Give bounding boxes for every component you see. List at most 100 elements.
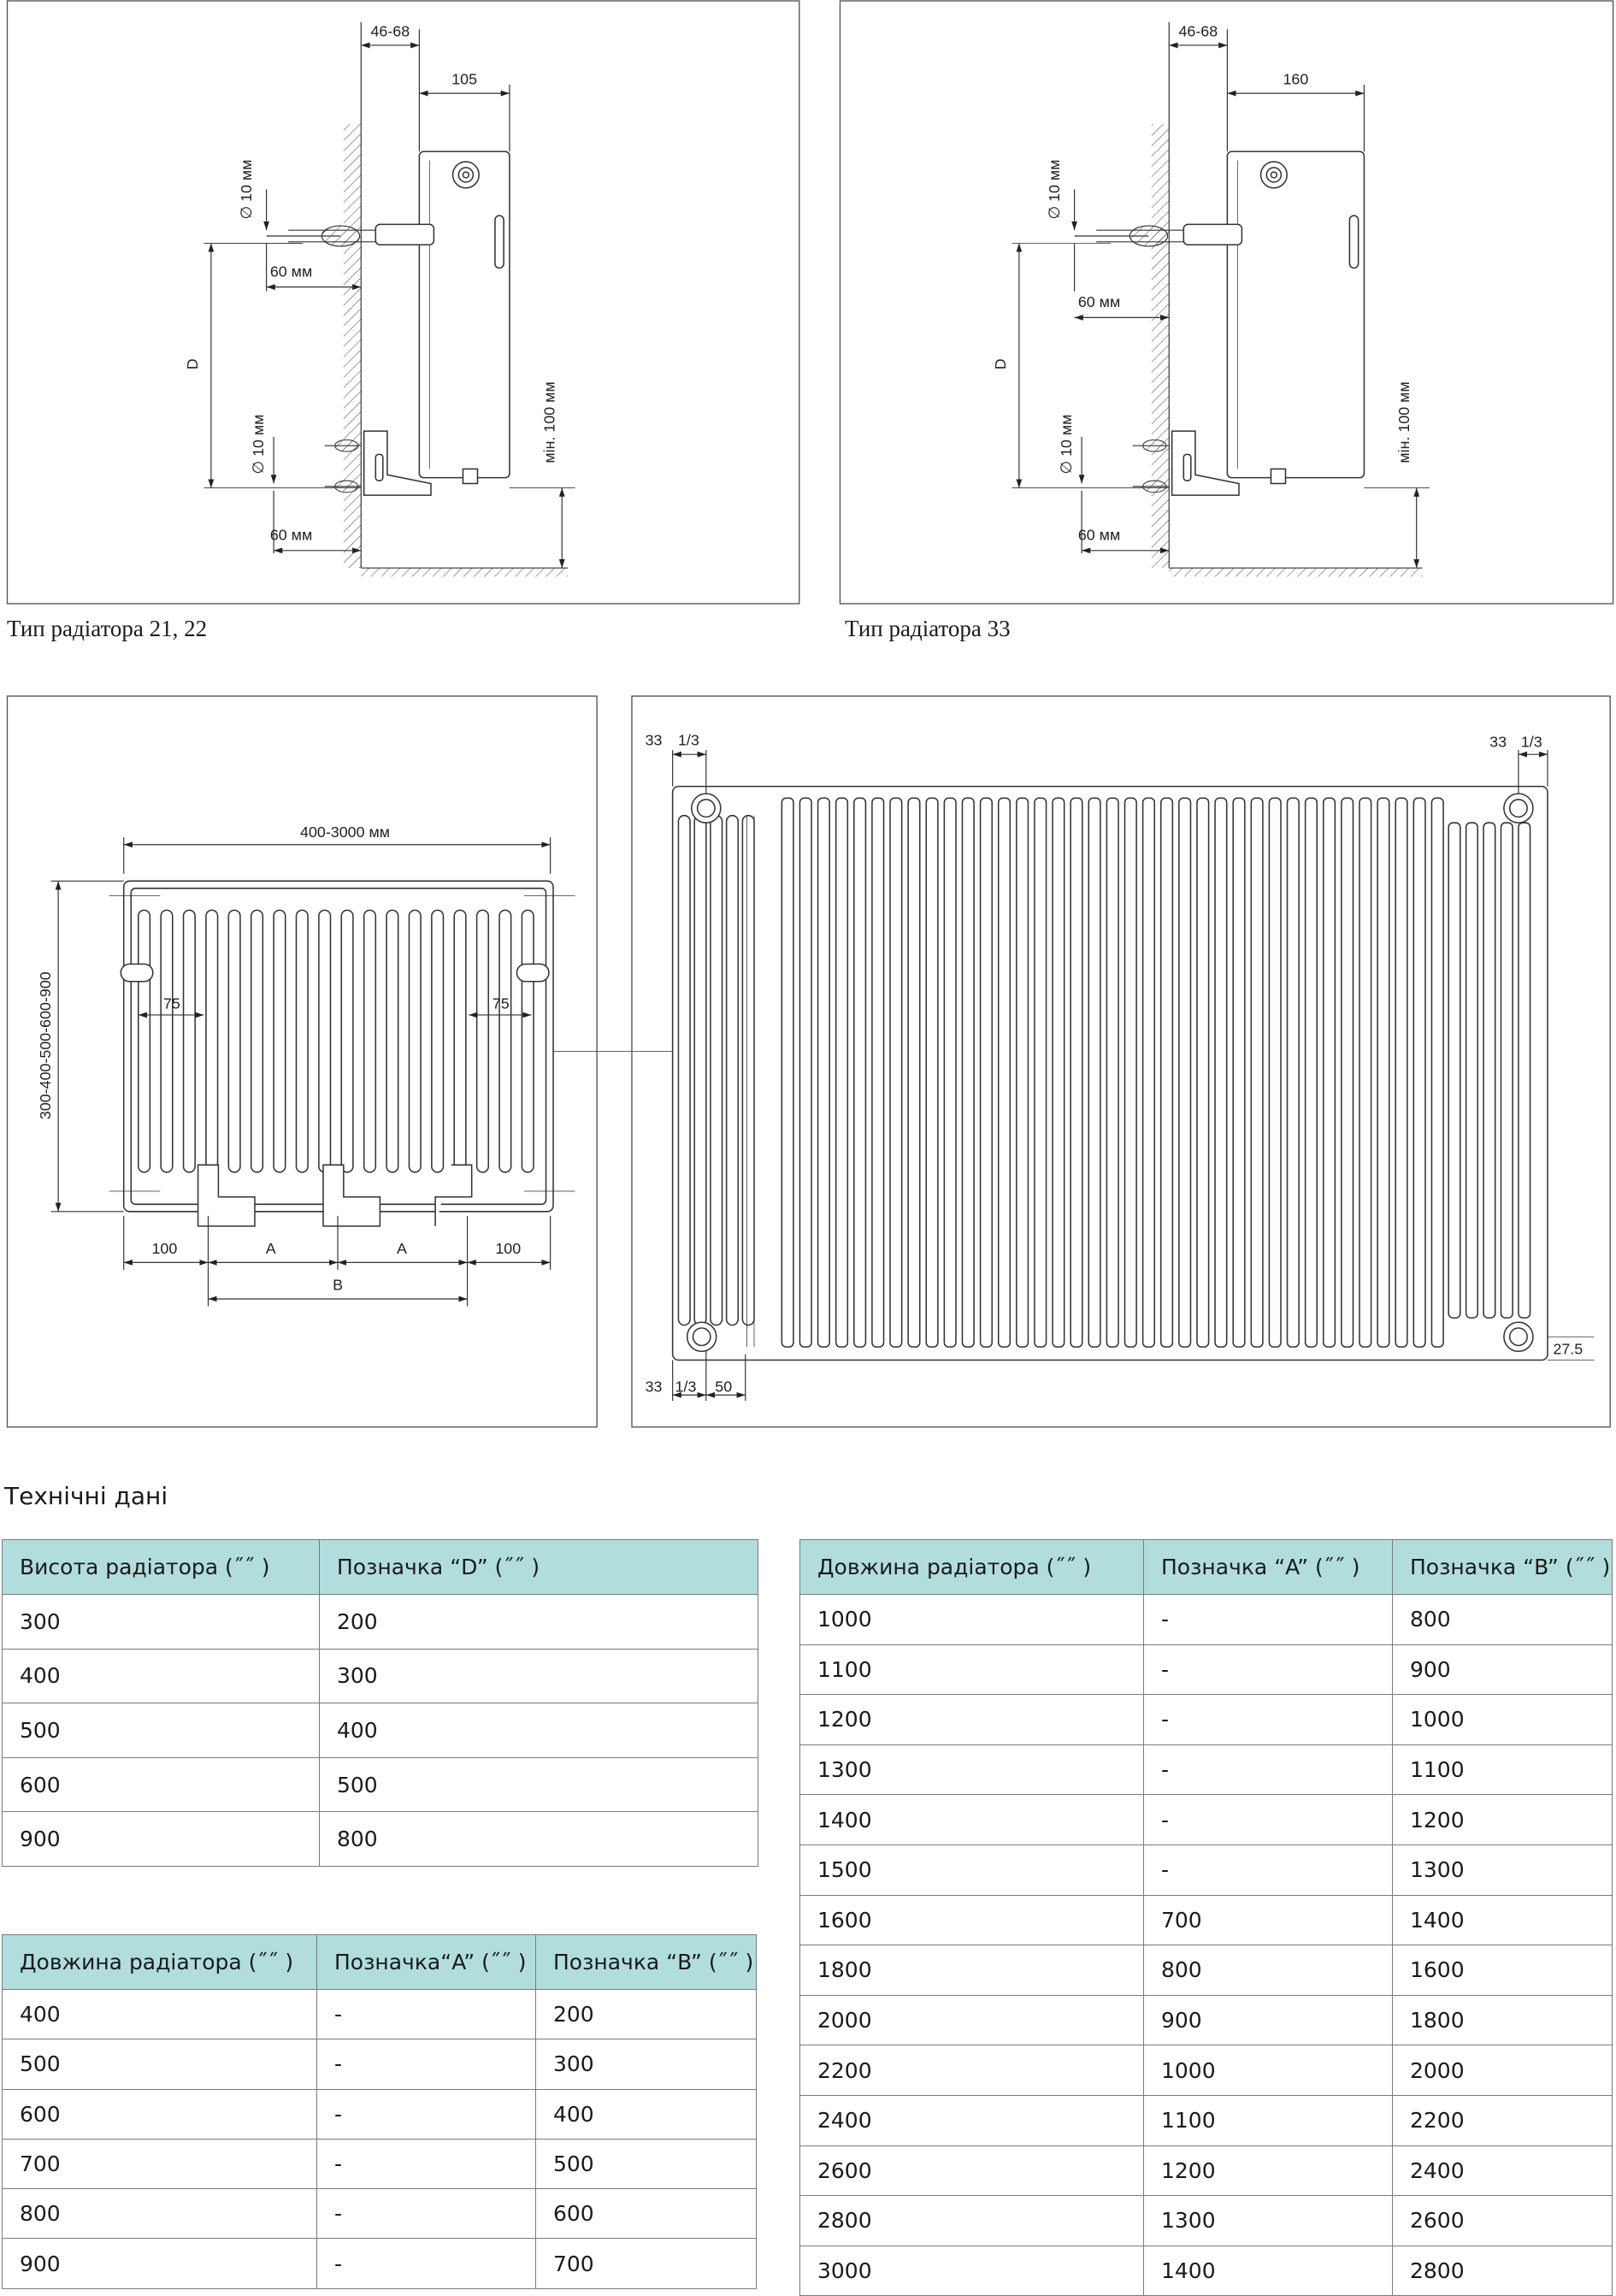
cell: 200 <box>319 1594 758 1650</box>
row: 2800 1300 2600 <box>799 2195 1613 2246</box>
cell: 1100 <box>1392 1744 1613 1796</box>
radiator-body <box>418 151 510 479</box>
fin <box>1124 797 1137 1348</box>
slot <box>1183 453 1192 481</box>
row: 900-700 <box>2 2238 757 2289</box>
dimension-label: B <box>333 1276 343 1293</box>
cell: 400 <box>535 2088 757 2140</box>
cell: 2400 <box>799 2094 1144 2146</box>
cell: 500 <box>2 1703 320 1758</box>
fin <box>1322 797 1336 1348</box>
cell: 500 <box>2 2039 317 2090</box>
cell: 1500 <box>799 1844 1144 1896</box>
cell: 900 <box>2 1811 320 1867</box>
dimension-label: 105 <box>451 71 477 88</box>
dimension-label: D <box>184 358 201 369</box>
row: 1100-900 <box>799 1644 1613 1696</box>
panel <box>6 0 800 605</box>
fin <box>475 909 490 1173</box>
row: 1000-800 <box>799 1594 1613 1645</box>
fin <box>1141 797 1156 1348</box>
dimension-label: 1/3 <box>675 1378 697 1396</box>
fin <box>498 909 512 1173</box>
cell: 900 <box>1143 1994 1393 2046</box>
fin <box>1430 797 1444 1348</box>
panel <box>6 695 598 1428</box>
leg <box>462 468 479 485</box>
cell: 1600 <box>799 1894 1144 1946</box>
fin <box>943 797 957 1348</box>
fin <box>160 909 174 1173</box>
cell: 2000 <box>799 1994 1144 2046</box>
tube <box>725 814 740 1326</box>
row: 3000 1400 2800 <box>799 2245 1613 2296</box>
valve <box>462 171 470 179</box>
caption: Тип радіатора 21, 22 <box>7 616 208 641</box>
cell: - <box>1143 1744 1393 1796</box>
header-cell: Позначка “B” (˝˝ ) <box>535 1934 757 1990</box>
fin <box>907 797 921 1348</box>
cell: 400 <box>2 1648 320 1704</box>
cell: 2800 <box>1392 2245 1613 2296</box>
header-cell: Позначка “D” (˝˝ ) <box>319 1539 758 1595</box>
cell: 300 <box>535 2039 757 2090</box>
fin <box>1359 797 1372 1348</box>
fin <box>1250 797 1264 1348</box>
dimension-label: мін. 100 мм <box>540 381 557 463</box>
fin <box>871 797 885 1348</box>
header-cell: Позначка“A” (˝˝ ) <box>316 1934 536 1990</box>
floor-hatch <box>361 568 569 577</box>
dimension-label: 50 <box>715 1378 732 1396</box>
fin <box>979 797 993 1348</box>
tube <box>677 814 691 1326</box>
radiator-body <box>1226 151 1365 479</box>
dimension-label: A <box>397 1240 407 1257</box>
cell: - <box>316 2138 536 2190</box>
dimension-label: 1/3 <box>1521 733 1542 750</box>
bracket <box>322 1164 381 1227</box>
wall-hatch <box>1151 123 1170 569</box>
dimension-label: 33 <box>646 1378 663 1396</box>
cell: 1000 <box>1143 2045 1393 2096</box>
fin <box>363 909 377 1173</box>
fin <box>205 909 219 1173</box>
bracket <box>1183 223 1243 245</box>
cell: 1800 <box>799 1945 1144 1996</box>
dimension-label: ∅ 10 мм <box>238 160 255 220</box>
slot <box>375 453 384 481</box>
panel <box>631 695 1611 1428</box>
fin <box>925 797 939 1348</box>
floor-hatch <box>1169 568 1423 577</box>
cell: 1300 <box>1392 1844 1613 1896</box>
header-row: Висота радіатора (˝˝ ) Позначка “D” (˝˝ ) <box>2 1539 758 1595</box>
cell: 2000 <box>1392 2045 1613 2096</box>
hook <box>120 963 154 983</box>
fin <box>227 909 241 1173</box>
hook <box>516 963 550 983</box>
drawings: 46-68 105 ∅ 10 мм 60 мм D ∅ 10 мм 60 мм мін. 10… <box>6 0 1614 1428</box>
connector <box>696 799 716 818</box>
cell: - <box>316 2088 536 2140</box>
dimension-label: ∅ 10 мм <box>250 415 267 475</box>
fin <box>1268 797 1282 1348</box>
fin <box>1232 797 1246 1348</box>
fin <box>1088 797 1101 1348</box>
anchor <box>1142 480 1167 493</box>
row: 400-200 <box>2 1988 757 2040</box>
dimension-label: A <box>266 1240 276 1257</box>
cell: 600 <box>535 2188 757 2240</box>
cell: 800 <box>319 1811 758 1867</box>
fin <box>997 797 1011 1348</box>
row: 2400 1100 2200 <box>799 2094 1613 2146</box>
connector <box>1508 1327 1528 1347</box>
cell: 600 <box>2 2088 317 2140</box>
fin <box>273 909 286 1173</box>
row: 300 200 <box>2 1594 758 1650</box>
fin <box>889 797 903 1348</box>
tube <box>741 814 755 1326</box>
cell: 300 <box>319 1648 758 1704</box>
fin <box>1286 797 1300 1348</box>
connector <box>1508 799 1528 818</box>
cell: 700 <box>2 2138 317 2190</box>
dimension-label: мін. 100 мм <box>1395 381 1413 463</box>
